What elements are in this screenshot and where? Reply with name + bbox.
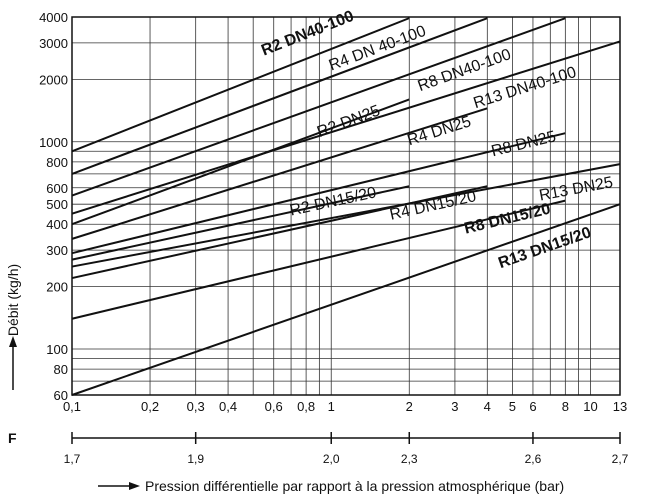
y-tick-label: 300 xyxy=(46,243,68,258)
y-tick-label: 200 xyxy=(46,280,68,295)
series-line xyxy=(71,17,566,197)
f-scale-tick-label: 2,7 xyxy=(612,452,629,466)
series-line xyxy=(71,132,566,255)
x-tick-label: 13 xyxy=(613,399,627,414)
y-tick-label: 80 xyxy=(54,362,68,377)
series-line xyxy=(71,98,410,226)
f-scale-tick-label: 2,0 xyxy=(323,452,340,466)
x-axis-title: Pression différentielle par rapport à la… xyxy=(145,478,564,494)
y-axis-arrow-head xyxy=(9,336,17,347)
y-tick-label: 2000 xyxy=(39,72,68,87)
x-tick-label: 1 xyxy=(328,399,335,414)
x-tick-label: 0,1 xyxy=(63,399,81,414)
series-label: R13 DN25 xyxy=(538,174,615,204)
y-tick-label: 500 xyxy=(46,197,68,212)
x-tick-label: 8 xyxy=(562,399,569,414)
x-tick-label: 0,4 xyxy=(219,399,237,414)
y-tick-label: 4000 xyxy=(39,10,68,25)
f-scale-tick-label: 2,3 xyxy=(401,452,418,466)
x-tick-label: 0,2 xyxy=(141,399,159,414)
series-line xyxy=(71,17,410,153)
series-line xyxy=(71,40,621,215)
y-tick-label: 1000 xyxy=(39,135,68,150)
y-tick-label: 400 xyxy=(46,217,68,232)
y-axis-title: Débit (kg/h) xyxy=(5,264,21,336)
y-axis-title-group: Débit (kg/h) xyxy=(5,264,21,390)
f-scale-tick-label: 1,9 xyxy=(187,452,204,466)
plot-frame xyxy=(71,16,621,396)
x-tick-label: 10 xyxy=(583,399,597,414)
y-tick-label: 3000 xyxy=(39,36,68,51)
chart-curves xyxy=(71,17,621,396)
f-scale-tick-label: 1,7 xyxy=(64,452,81,466)
series-line xyxy=(71,107,488,240)
x-tick-label: 0,6 xyxy=(265,399,283,414)
x-axis-title-group: Pression différentielle par rapport à la… xyxy=(98,478,564,494)
series-line xyxy=(71,185,410,261)
y-tick-label: 800 xyxy=(46,155,68,170)
x-tick-label: 4 xyxy=(484,399,491,414)
series-label: R8 DN25 xyxy=(490,128,558,160)
y-tick-label: 600 xyxy=(46,181,68,196)
series-line xyxy=(71,199,566,320)
series-label: R2 DN25 xyxy=(315,102,383,141)
f-scale: F 1,7 1,9 2,0 2,3 2,6 2,7 xyxy=(8,430,629,466)
x-tick-label: 3 xyxy=(451,399,458,414)
y-tick-label: 100 xyxy=(46,342,68,357)
series-line xyxy=(71,163,621,268)
series-label: R4 DN25 xyxy=(405,113,473,149)
f-scale-tick-label: 2,6 xyxy=(525,452,542,466)
x-tick-label: 0,3 xyxy=(187,399,205,414)
series-label: R4 DN15/20 xyxy=(388,188,478,224)
f-scale-label: F xyxy=(8,430,17,446)
x-tick-label: 6 xyxy=(529,399,536,414)
x-axis-arrow-head xyxy=(129,482,140,490)
series-line xyxy=(71,17,488,175)
y-tick-label: 60 xyxy=(54,388,68,403)
x-tick-labels: 0,1 0,2 0,3 0,4 0,6 0,8 1 2 3 4 5 6 8 10 13 xyxy=(63,399,627,414)
series-line xyxy=(71,203,621,396)
x-tick-label: 5 xyxy=(509,399,516,414)
series-line xyxy=(71,185,488,280)
x-tick-label: 2 xyxy=(406,399,413,414)
x-tick-label: 0,8 xyxy=(297,399,315,414)
